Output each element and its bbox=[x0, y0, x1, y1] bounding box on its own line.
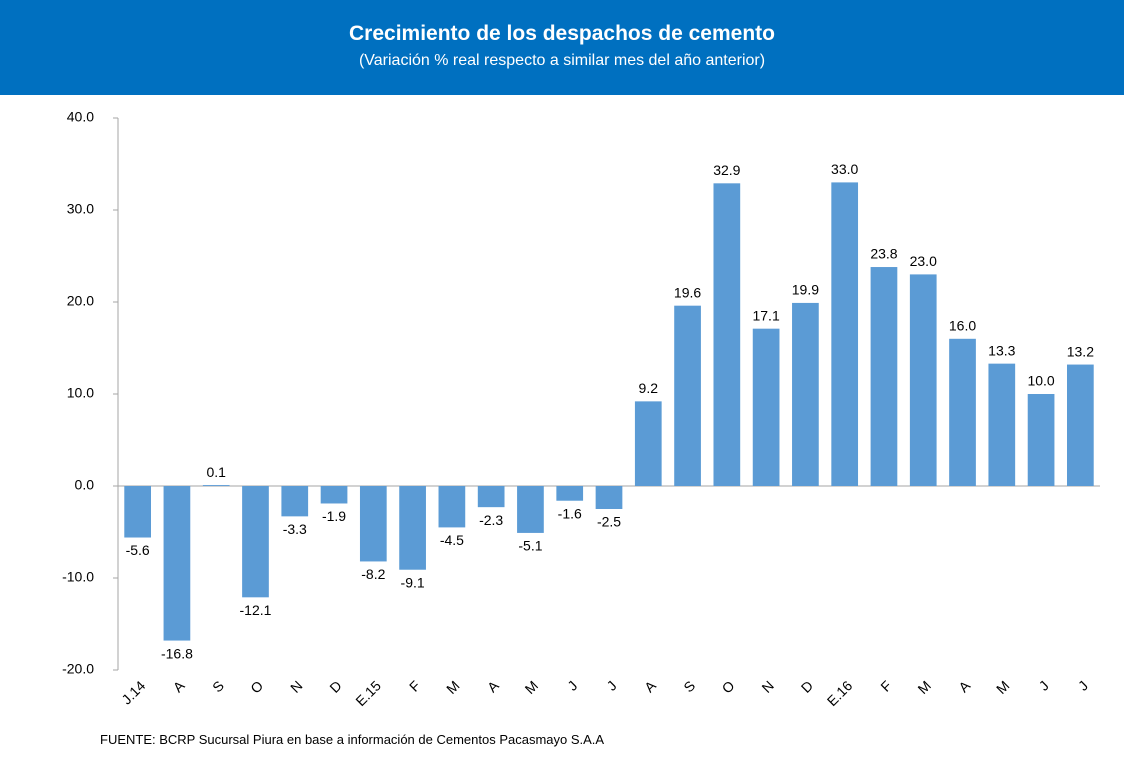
value-label: 9.2 bbox=[639, 380, 659, 396]
value-label: -2.3 bbox=[479, 512, 503, 528]
bar bbox=[359, 486, 387, 562]
source-note: FUENTE: BCRP Sucursal Piura en base a in… bbox=[100, 732, 605, 747]
bar bbox=[831, 182, 859, 486]
y-tick-label: 10.0 bbox=[67, 385, 94, 401]
value-label: -1.6 bbox=[558, 505, 582, 521]
bar bbox=[949, 338, 976, 486]
x-tick-label: M bbox=[443, 677, 463, 697]
value-label: 23.0 bbox=[910, 253, 937, 269]
bar bbox=[399, 486, 426, 570]
y-tick-label: -20.0 bbox=[62, 661, 94, 677]
x-tick-label: A bbox=[641, 677, 659, 695]
x-tick-label: D bbox=[326, 677, 344, 695]
bar bbox=[556, 486, 584, 501]
value-label: -5.1 bbox=[518, 538, 542, 554]
value-label: 19.9 bbox=[792, 282, 819, 298]
bar bbox=[438, 486, 466, 528]
bar bbox=[242, 486, 269, 598]
bar bbox=[713, 183, 741, 486]
value-label: -3.3 bbox=[283, 521, 307, 537]
bar bbox=[792, 302, 819, 486]
x-tick-label: S bbox=[680, 677, 698, 695]
value-label: -8.2 bbox=[361, 566, 385, 582]
x-tick-label: M bbox=[522, 677, 542, 697]
value-label: -9.1 bbox=[401, 574, 425, 590]
x-tick-label: J bbox=[1075, 677, 1091, 693]
bar bbox=[517, 486, 544, 533]
y-tick-label: -10.0 bbox=[62, 569, 94, 585]
value-label: -2.5 bbox=[597, 514, 621, 530]
x-tick-label: J bbox=[1036, 677, 1052, 693]
value-label: 17.1 bbox=[752, 307, 779, 323]
bar bbox=[1027, 394, 1055, 486]
x-tick-label: A bbox=[170, 677, 188, 695]
x-tick-label: A bbox=[955, 677, 973, 695]
title-banner: Crecimiento de los despachos de cemento … bbox=[0, 0, 1124, 95]
y-tick-label: 0.0 bbox=[75, 477, 95, 493]
x-tick-label: F bbox=[877, 677, 894, 694]
x-tick-label: O bbox=[247, 677, 266, 696]
y-tick-label: 40.0 bbox=[67, 109, 94, 125]
value-label: -1.9 bbox=[322, 508, 346, 524]
value-label: 33.0 bbox=[831, 161, 858, 177]
x-tick-label: N bbox=[287, 677, 305, 695]
value-label: 13.3 bbox=[988, 342, 1015, 358]
value-label: 13.2 bbox=[1067, 343, 1094, 359]
chart: -20.0 -10.0 0.0 10.0 20.0 30.0 40.0 J.14 -5.6 A -1… bbox=[62, 109, 1100, 709]
bar bbox=[124, 486, 151, 538]
value-label: 10.0 bbox=[1027, 373, 1054, 389]
value-label: 19.6 bbox=[674, 284, 701, 300]
x-tick-label: D bbox=[798, 677, 816, 695]
bar bbox=[281, 486, 309, 517]
value-label: -16.8 bbox=[161, 645, 193, 661]
bar bbox=[870, 267, 898, 486]
value-label: 23.8 bbox=[870, 246, 897, 262]
x-tick-label: A bbox=[484, 677, 502, 695]
value-label: 32.9 bbox=[713, 162, 740, 178]
x-tick-label: E.16 bbox=[824, 677, 856, 709]
bar bbox=[909, 274, 937, 486]
bar bbox=[988, 363, 1016, 486]
x-tick-label: E.15 bbox=[352, 677, 384, 709]
y-tick-label: 30.0 bbox=[67, 201, 94, 217]
x-tick-label: O bbox=[719, 677, 738, 696]
bar bbox=[674, 305, 701, 486]
x-tick-label: J bbox=[603, 677, 619, 693]
value-label: -12.1 bbox=[240, 602, 272, 618]
x-tick-label: N bbox=[758, 677, 776, 695]
value-label: 0.1 bbox=[206, 464, 226, 480]
bar bbox=[163, 486, 191, 641]
x-tick-label: J bbox=[564, 677, 580, 693]
bar bbox=[320, 486, 348, 504]
value-label: -5.6 bbox=[126, 542, 150, 558]
y-tick-label: 20.0 bbox=[67, 293, 94, 309]
bar bbox=[1067, 364, 1094, 486]
bar bbox=[202, 485, 230, 486]
x-tick-label: F bbox=[406, 677, 423, 694]
x-tick-label: J.14 bbox=[118, 677, 148, 707]
chart-title: Crecimiento de los despachos de cemento bbox=[349, 22, 775, 45]
bar bbox=[595, 486, 623, 509]
x-tick-label: S bbox=[209, 677, 227, 695]
bar bbox=[477, 486, 505, 508]
value-label: 16.0 bbox=[949, 318, 976, 334]
x-tick-label: M bbox=[993, 677, 1013, 697]
value-label: -4.5 bbox=[440, 532, 464, 548]
chart-subtitle: (Variación % real respecto a similar mes… bbox=[358, 52, 766, 69]
x-tick-label: M bbox=[914, 677, 934, 697]
bar bbox=[752, 328, 780, 486]
bar bbox=[634, 401, 662, 486]
